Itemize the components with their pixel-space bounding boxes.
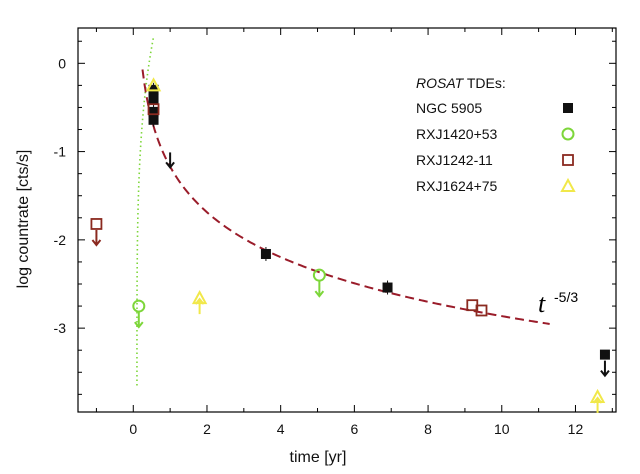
annotation-t: t — [538, 289, 546, 318]
upper-limit-arrow-rxj1420-53 — [314, 281, 325, 298]
lower-limit-point-rxj1624-75 — [589, 388, 606, 403]
model-curves — [136, 36, 550, 386]
data-point-ngc-5905 — [382, 282, 393, 293]
data-point-ngc-5905 — [148, 114, 159, 125]
y-tick-label: -1 — [54, 144, 67, 160]
legend-marker-ngc-5905 — [563, 103, 573, 113]
legend-label-rxj1624: RXJ1624+75 — [416, 178, 498, 194]
lower-limit-arrow-rxj1624-75 — [194, 297, 205, 315]
upper-limit-point-ngc-5905 — [599, 349, 610, 360]
legend: ROSAT TDEs: NGC 5905 RXJ1420+53 RXJ1242-… — [416, 75, 576, 194]
x-tick-label: 0 — [129, 421, 137, 437]
data-point-ngc-5905 — [148, 106, 159, 117]
legend-title: ROSAT TDEs: — [416, 75, 506, 91]
x-tick-label: 10 — [494, 421, 510, 437]
data-point-rxj1242-11 — [475, 304, 488, 317]
y-tick-label: 0 — [58, 55, 66, 71]
x-tick-label: 2 — [203, 421, 211, 437]
data-marks — [90, 77, 610, 413]
y-axis-label: log countrate [cts/s] — [15, 150, 32, 289]
legend-label-rxj1242: RXJ1242-11 — [416, 152, 493, 168]
axis-ticks: 0 2 4 6 8 10 12 0 -1 -2 -3 — [54, 28, 616, 437]
upper-limit-point-rxj1242-11 — [90, 218, 103, 230]
x-tick-label: 8 — [424, 421, 432, 437]
annotation-exponent: -5/3 — [554, 289, 578, 305]
series-rxj1420-53 — [132, 268, 326, 329]
series-rxj1242-11 — [90, 103, 488, 317]
legend-title-rest: TDEs: — [463, 75, 506, 91]
legend-marker-rxj1624-75 — [560, 177, 576, 192]
y-tick-label: -3 — [54, 320, 67, 336]
upper-limit-arrow-rxj1242-11 — [91, 229, 102, 247]
plot-frame — [77, 27, 617, 413]
x-tick-label: 12 — [568, 421, 584, 437]
data-point-ngc-5905 — [148, 93, 159, 104]
upper-limit-point-rxj1420-53 — [132, 299, 146, 313]
upper-limit-point-rxj1420-53 — [312, 268, 326, 282]
power-law-annotation: t -5/3 — [538, 289, 578, 318]
lower-limit-point-rxj1624-75 — [191, 290, 208, 305]
x-tick-label: 4 — [277, 421, 285, 437]
x-axis-label: time [yr] — [290, 449, 347, 466]
upper-limit-arrow-ngc-5905 — [165, 152, 175, 170]
legend-label-rxj1420: RXJ1420+53 — [416, 126, 498, 142]
series-rxj1624-75 — [145, 77, 606, 413]
data-point-rxj1242-11 — [147, 103, 160, 116]
data-point-ngc-5905 — [260, 248, 271, 259]
legend-marker-rxj1242-11 — [562, 154, 574, 166]
x-tick-label: 6 — [350, 421, 358, 437]
upper-limit-arrow-rxj1420-53 — [134, 312, 144, 329]
legend-marker-rxj1420-53 — [561, 127, 575, 141]
power-law-fit-curve — [141, 69, 550, 325]
legend-title-italic: ROSAT — [416, 75, 465, 91]
upper-limit-arrow-ngc-5905 — [600, 360, 610, 378]
series-ngc-5905 — [148, 82, 610, 378]
legend-label-ngc5905: NGC 5905 — [416, 100, 482, 116]
y-tick-label: -2 — [54, 232, 67, 248]
data-point-rxj1624-75 — [145, 77, 162, 92]
lower-limit-arrow-rxj1624-75 — [592, 396, 603, 413]
legend-markers — [560, 103, 576, 192]
